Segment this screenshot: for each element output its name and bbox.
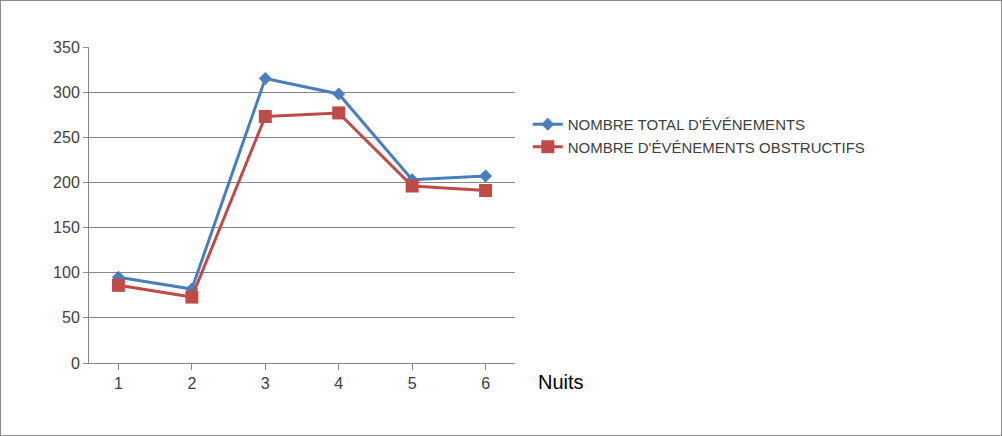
svg-text:1: 1 [114, 375, 123, 392]
svg-text:4: 4 [334, 375, 343, 392]
svg-text:200: 200 [53, 174, 80, 191]
svg-text:100: 100 [53, 264, 80, 281]
svg-text:Nuits: Nuits [538, 371, 584, 393]
svg-text:150: 150 [53, 219, 80, 236]
svg-text:50: 50 [62, 309, 80, 326]
svg-text:0: 0 [71, 355, 80, 372]
svg-text:5: 5 [408, 375, 417, 392]
svg-text:350: 350 [53, 39, 80, 56]
svg-text:300: 300 [53, 84, 80, 101]
svg-text:6: 6 [481, 375, 490, 392]
svg-text:250: 250 [53, 129, 80, 146]
svg-text:NOMBRE D'ÉVÉNEMENTS OBSTRUCTIF: NOMBRE D'ÉVÉNEMENTS OBSTRUCTIFS [568, 139, 865, 156]
svg-text:3: 3 [261, 375, 270, 392]
svg-text:2: 2 [187, 375, 196, 392]
svg-text:NOMBRE TOTAL D'ÉVÉNEMENTS: NOMBRE TOTAL D'ÉVÉNEMENTS [568, 116, 805, 133]
